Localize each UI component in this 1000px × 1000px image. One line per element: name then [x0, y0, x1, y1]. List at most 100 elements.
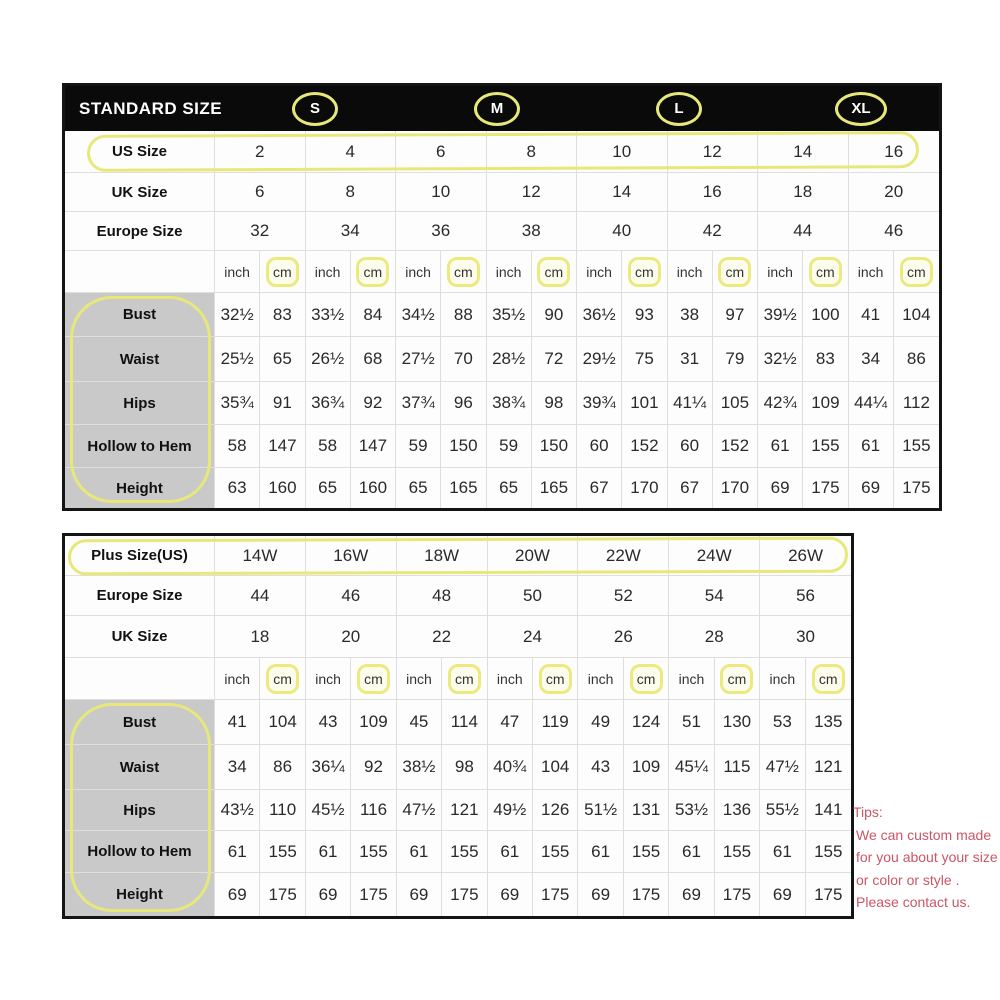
size-value-cell: 24 — [487, 616, 579, 658]
inch-unit-cell: inch — [487, 658, 533, 700]
measure-value-cell: 119 — [532, 700, 579, 745]
size-value-cell: 56 — [760, 576, 851, 616]
cm-unit-cell: cm — [441, 251, 487, 293]
measure-row-label: Height — [65, 468, 215, 508]
measure-value-cell: 27½ — [396, 337, 442, 382]
measure-value-cell: 104 — [893, 293, 939, 337]
size-value-cell: 20W — [487, 536, 579, 576]
size-value-cell: 28 — [669, 616, 761, 658]
inch-unit-cell: inch — [305, 251, 351, 293]
measure-value-cell: 96 — [441, 382, 487, 425]
measure-value-cell: 175 — [624, 873, 670, 916]
cm-unit-cell: cm — [351, 658, 397, 700]
measure-value-cell: 61 — [215, 831, 261, 873]
measure-row-label: Hollow to Hem — [65, 831, 215, 873]
size-value-cell: 32 — [215, 212, 306, 251]
size-value-cell: 6 — [215, 173, 306, 212]
size-circle-m: M — [474, 91, 520, 126]
size-value-cell: 38 — [486, 212, 577, 251]
measure-value-cell: 38¾ — [486, 382, 532, 425]
size-value-cell: 2 — [215, 131, 306, 173]
measure-value-cell: 65 — [396, 468, 442, 508]
measure-value-cell: 60 — [667, 425, 713, 468]
cm-highlight-pill: cm — [720, 663, 754, 694]
measure-value-cell: 61 — [487, 831, 533, 873]
measure-value-cell: 28½ — [486, 337, 532, 382]
unit-row-empty-cell — [65, 658, 215, 700]
size-row-label: US Size — [65, 131, 215, 173]
measure-value-cell: 67 — [668, 468, 713, 508]
measure-row-label: Hollow to Hem — [65, 425, 215, 468]
measure-value-cell: 100 — [803, 293, 849, 337]
standard-size-grid: US Size 2 4 6 8 10 12 14 16 UK Size 6 8 10 12 14 16 18 20… — [65, 131, 939, 508]
measure-value-cell: 65 — [487, 468, 532, 508]
measure-value-cell: 83 — [260, 293, 306, 337]
size-value-cell: 48 — [396, 576, 488, 616]
size-value-cell: 16 — [667, 173, 758, 212]
measure-value-cell: 155 — [893, 425, 939, 468]
size-value-cell: 36 — [396, 212, 487, 251]
measure-row-label: Waist — [65, 337, 215, 382]
inch-unit-cell: inch — [215, 251, 261, 293]
measure-value-cell: 41¼ — [667, 382, 713, 425]
size-value-cell: 22W — [578, 536, 670, 576]
size-value-cell: 30 — [760, 616, 851, 658]
measure-value-cell: 109 — [803, 382, 849, 425]
measure-value-cell: 67 — [577, 468, 623, 508]
measure-value-cell: 63 — [215, 468, 261, 508]
measure-value-cell: 98 — [442, 745, 488, 790]
size-row-label: Plus Size(US) — [65, 536, 215, 576]
cm-highlight-pill: cm — [356, 663, 390, 694]
measure-value-cell: 43 — [578, 745, 624, 790]
size-value-cell: 18 — [215, 616, 306, 658]
measure-value-cell: 61 — [848, 425, 894, 468]
size-value-cell: 4 — [305, 131, 396, 173]
size-value-cell: 34 — [305, 212, 396, 251]
measure-value-cell: 175 — [715, 873, 761, 916]
measure-value-cell: 61 — [305, 831, 352, 873]
measure-value-cell: 152 — [712, 425, 758, 468]
tips-line: Please contact us. — [856, 894, 971, 910]
cm-unit-cell: cm — [622, 251, 668, 293]
measure-value-cell: 116 — [351, 790, 397, 831]
measure-value-cell: 61 — [669, 831, 715, 873]
size-value-cell: 20 — [305, 616, 397, 658]
size-value-cell: 50 — [487, 576, 579, 616]
measure-value-cell: 60 — [577, 425, 623, 468]
measure-value-cell: 155 — [351, 831, 397, 873]
size-value-cell: 12 — [486, 173, 577, 212]
measure-value-cell: 61 — [578, 831, 624, 873]
measure-value-cell: 69 — [849, 468, 894, 508]
measure-value-cell: 58 — [215, 425, 261, 468]
measure-value-cell: 152 — [622, 425, 668, 468]
measure-value-cell: 124 — [623, 700, 670, 745]
cm-highlight-pill: cm — [266, 663, 300, 694]
measure-value-cell: 47½ — [396, 790, 443, 831]
measure-value-cell: 65 — [306, 468, 351, 508]
size-value-cell: 12 — [667, 131, 758, 173]
measure-value-cell: 135 — [805, 700, 851, 745]
measure-value-cell: 47 — [487, 700, 533, 745]
measure-value-cell: 58 — [305, 425, 351, 468]
measure-value-cell: 59 — [486, 425, 532, 468]
measure-value-cell: 45¼ — [669, 745, 715, 790]
measure-value-cell: 165 — [441, 468, 487, 508]
measure-value-cell: 112 — [893, 382, 939, 425]
measure-row-label: Hips — [65, 382, 215, 425]
measure-value-cell: 150 — [441, 425, 487, 468]
measure-value-cell: 175 — [814, 884, 843, 904]
measure-value-cell: 38 — [667, 293, 713, 337]
measure-value-cell: 69 — [669, 873, 715, 916]
measure-value-cell: 93 — [622, 293, 668, 337]
measure-value-cell: 26½ — [305, 337, 351, 382]
size-value-cell: 8 — [305, 173, 396, 212]
measure-value-cell: 34 — [215, 745, 261, 790]
size-value-cell: 16 — [848, 131, 939, 173]
measure-value-cell: 34 — [848, 337, 894, 382]
size-value-cell: 52 — [578, 576, 670, 616]
size-value-cell: 20 — [848, 173, 939, 212]
measure-value-cell: 91 — [260, 382, 306, 425]
measure-value-cell: 136 — [714, 790, 761, 831]
cm-highlight-pill: cm — [899, 256, 933, 287]
measure-value-cell: 35½ — [486, 293, 532, 337]
